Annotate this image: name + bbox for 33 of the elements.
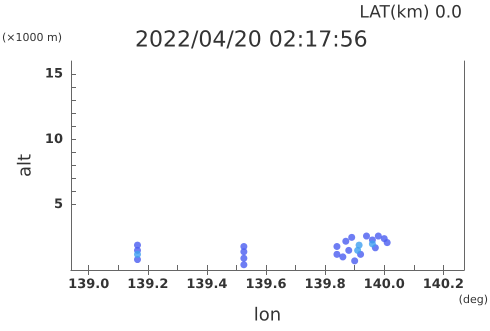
y-tick-label: 15 <box>44 66 63 82</box>
point <box>362 232 370 240</box>
x-axis-title: lon <box>254 304 282 326</box>
point <box>345 246 352 254</box>
y-tick-label: 10 <box>44 132 63 147</box>
point <box>339 253 346 260</box>
x-tick-label: 139.8 <box>304 277 346 292</box>
point <box>240 242 248 250</box>
point <box>368 240 376 248</box>
point <box>240 261 248 268</box>
point <box>333 250 340 258</box>
y-tick-label: 5 <box>54 197 63 212</box>
point <box>384 239 391 246</box>
chart-title: 2022/04/20 02:17:56 <box>135 28 368 52</box>
point <box>351 257 358 264</box>
text: (deg) <box>458 293 488 306</box>
point <box>134 250 141 258</box>
text: LAT(km) 0.0 <box>359 2 462 22</box>
point <box>348 234 356 241</box>
point <box>333 242 340 250</box>
x-tick-label: 139.4 <box>186 277 228 292</box>
x-tick-label: 140.0 <box>364 277 405 292</box>
point <box>374 232 382 240</box>
point <box>240 254 248 262</box>
y-axis-title: alt <box>14 154 36 178</box>
x-tick-label: 139.2 <box>127 277 168 292</box>
point <box>354 246 362 254</box>
text: (×1000 m) <box>2 31 62 44</box>
x-tick-label: 140.2 <box>422 277 464 292</box>
point <box>134 242 141 249</box>
x-tick-label: 139.6 <box>245 277 287 292</box>
x-tick-label: 139.0 <box>68 277 110 292</box>
point <box>342 238 350 245</box>
